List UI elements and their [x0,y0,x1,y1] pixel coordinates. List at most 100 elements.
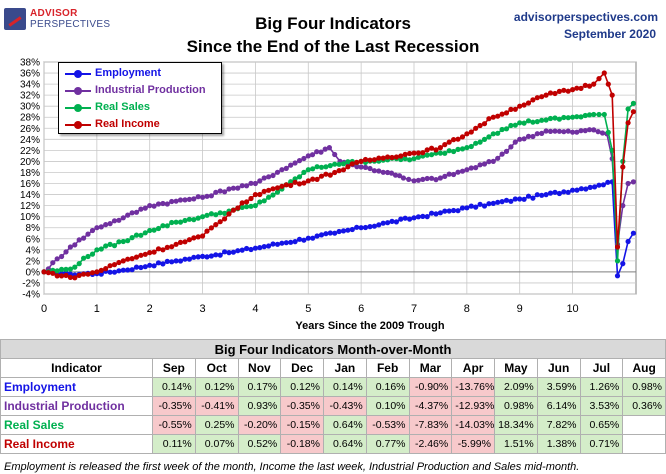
data-point-employment [226,250,232,256]
data-point-real-sales [530,119,536,125]
data-point-real-income [155,246,162,252]
data-point-real-sales [561,114,567,121]
data-point-employment [314,233,320,239]
data-point-real-income [574,85,580,91]
data-point-real-income [72,275,78,281]
data-point-employment [517,196,523,202]
data-point-real-income [111,262,118,268]
table-cell: 2.09% [494,377,538,397]
data-point-industrial-production [120,215,126,221]
table-row: Employment 0.14% 0.12% 0.17% 0.12% 0.14% 0.16%… [0,377,666,397]
data-point-real-income [358,158,364,164]
table-cell: 0.16% [365,377,410,397]
data-point-real-income [556,88,563,94]
data-point-real-income [586,83,593,89]
data-point-industrial-production [213,189,219,195]
data-point-industrial-production [309,152,316,158]
data-point-real-income [252,192,258,198]
data-point-employment [248,246,254,253]
data-point-real-income [98,267,104,273]
y-tick-label: 38% [20,58,40,69]
x-tick-label: 4 [252,303,258,315]
data-point-employment [116,268,122,274]
table-cell: -0.90% [408,377,453,397]
data-point-real-sales [301,169,307,175]
data-point-real-sales [614,258,621,264]
data-point-industrial-production [155,201,162,207]
data-point-industrial-production [248,180,254,186]
data-point-real-income [274,185,281,191]
data-point-industrial-production [222,189,228,195]
table-cell: -0.55% [152,415,196,435]
data-point-real-income [367,157,373,163]
data-point-employment [340,228,347,234]
data-point-real-income [596,76,602,82]
legend-marker [74,121,82,129]
table-cell: 1.38% [536,434,581,454]
data-point-industrial-production [274,169,281,175]
data-point-real-income [257,191,263,198]
table-cell: -2.46% [408,434,453,454]
data-point-industrial-production [455,169,461,175]
table-row: Real Income 0.11% 0.07% 0.52% -0.18% 0.64% 0.7… [0,434,666,454]
data-point-industrial-production [239,183,245,189]
data-point-real-sales [534,119,540,125]
data-point-real-sales [486,134,492,140]
data-point-employment [490,200,496,206]
data-point-real-income [248,195,254,202]
data-point-real-income [89,270,96,276]
data-point-real-sales [570,114,576,120]
data-point-real-income [415,150,421,156]
data-point-employment [495,199,501,205]
data-point-real-income [539,94,545,100]
data-point-employment [380,220,386,226]
data-point-industrial-production [200,194,206,200]
data-point-industrial-production [392,172,399,178]
data-point-employment [561,189,567,195]
data-point-industrial-production [586,127,593,133]
x-axis-title: Years Since the 2009 Trough [295,320,445,332]
data-point-real-income [270,186,276,192]
data-point-real-income [371,157,377,163]
data-point-employment [407,216,413,222]
y-tick-label: -2% [22,278,40,289]
data-point-real-sales [556,116,563,122]
data-point-employment [587,184,593,190]
data-point-real-income [138,252,144,258]
data-point-industrial-production [252,180,258,187]
data-point-industrial-production [332,151,338,158]
data-point-employment [600,182,607,188]
table-cell: 0.71% [579,434,624,454]
data-point-real-income [283,182,289,188]
data-point-employment [362,224,369,231]
data-point-real-income [451,137,457,143]
data-point-real-income [385,154,391,160]
data-point-real-income [437,145,443,151]
data-point-industrial-production [362,164,369,170]
data-point-employment [371,223,377,229]
x-tick-label: 2 [147,303,153,315]
data-point-real-sales [481,136,488,142]
table-cell: -0.35% [280,396,324,416]
data-point-employment [200,253,206,259]
data-point-real-income [582,82,588,88]
data-point-industrial-production [552,128,558,134]
table-cell: 0.10% [365,396,410,416]
data-point-employment [318,232,325,238]
data-point-industrial-production [481,161,488,167]
data-point-real-income [279,183,285,189]
data-point-employment [424,214,430,220]
data-point-employment [376,222,382,228]
data-point-real-sales [270,192,276,198]
y-tick-label: 0% [26,267,41,278]
data-point-real-income [217,219,223,225]
legend-label: Employment [95,67,162,79]
data-point-industrial-production [530,133,536,140]
data-point-real-income [244,199,250,205]
data-point-real-income [354,159,360,165]
data-point-employment [499,199,505,205]
data-point-real-income [630,109,637,115]
data-point-real-sales [147,227,153,234]
data-point-employment [543,192,549,198]
data-point-employment [596,182,602,188]
